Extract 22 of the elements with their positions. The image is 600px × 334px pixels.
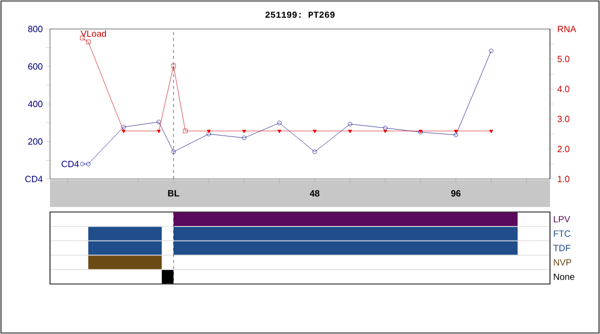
x-tick-label: 96 [451, 190, 461, 197]
x-tick-label: 48 [310, 190, 320, 197]
x-tick-label: BL [168, 190, 180, 196]
y2-tick-label: 3.0 [558, 116, 570, 122]
y2-tick-label: 2.0 [558, 146, 570, 152]
y-tick-label: 200 [28, 138, 42, 145]
y-tick-label: 600 [28, 63, 42, 70]
y-tick-label: NVP [554, 259, 572, 266]
y-tick-label: LPV [554, 216, 570, 222]
y-tick-label: TDF [553, 244, 570, 252]
y-tick-label: 400 [28, 100, 42, 108]
y-tick-label: CD4 [25, 176, 43, 182]
y2-tick-label: RNA [558, 26, 576, 32]
series-label: VLoad [80, 30, 106, 37]
y2-tick-label: 4.0 [557, 86, 570, 92]
y-tick-label: FTC [554, 230, 570, 237]
y2-tick-label: 5.0 [558, 56, 570, 62]
y2-tick-label: 1.0 [558, 176, 570, 182]
y-tick-label: None [554, 274, 574, 280]
series-label: CD4 [62, 160, 79, 168]
y-tick-label: 800 [28, 26, 42, 32]
chart-title: 251199: PT269 [265, 12, 335, 18]
